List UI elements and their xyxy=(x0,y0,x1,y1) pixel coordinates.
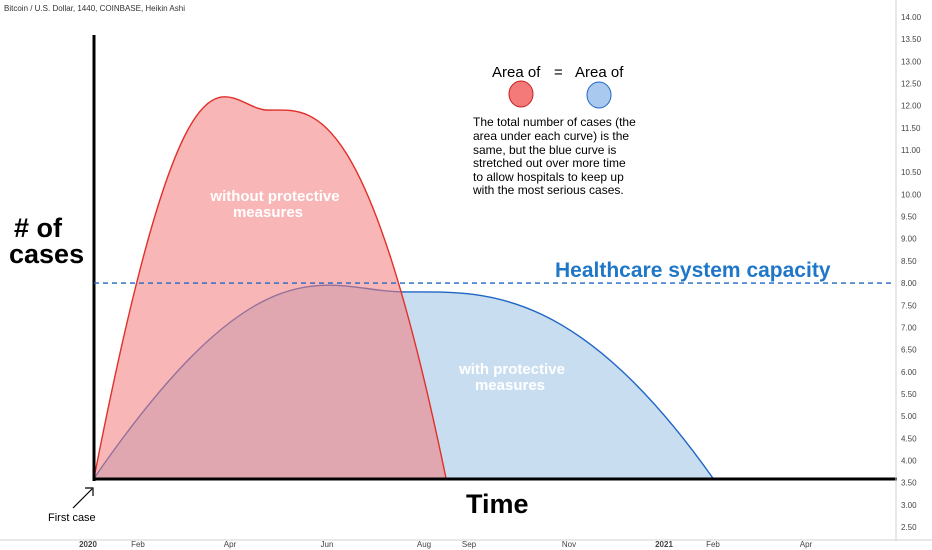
area-of-right: Area of xyxy=(575,64,624,81)
symbol-header: Bitcoin / U.S. Dollar, 1440, COINBASE, H… xyxy=(4,4,185,13)
price-tick-label: 7.50 xyxy=(901,301,917,310)
time-tick-label: 2020 xyxy=(79,540,97,549)
y-axis-title-line2: cases xyxy=(9,239,84,269)
time-axis: 2020 Feb Apr Jun Aug Sep Nov 2021 Feb Apr xyxy=(79,540,812,549)
annotation-line: stretched out over more time xyxy=(473,156,626,170)
price-tick-label: 9.00 xyxy=(901,235,917,244)
x-axis-title: Time xyxy=(466,489,529,519)
price-tick-label: 4.00 xyxy=(901,456,917,465)
time-tick-label: Apr xyxy=(800,540,813,549)
without-measures-curve-area xyxy=(94,96,446,479)
blue-area-dot xyxy=(586,81,612,109)
red-area-dot xyxy=(508,80,534,108)
price-tick-label: 5.50 xyxy=(901,390,917,399)
annotation-line: to allow hospitals to keep up xyxy=(473,170,624,184)
y-axis-title-line1: # of xyxy=(14,213,63,243)
time-tick-label: Jun xyxy=(321,540,334,549)
price-tick-label: 13.50 xyxy=(901,35,922,44)
time-tick-label: Nov xyxy=(562,540,576,549)
time-tick-label: Feb xyxy=(131,540,145,549)
price-tick-label: 11.00 xyxy=(901,146,921,155)
price-tick-label: 8.50 xyxy=(901,257,917,266)
price-tick-label: 3.50 xyxy=(901,479,917,488)
blue-curve-label-line1: with protective xyxy=(458,361,565,378)
price-tick-label: 6.50 xyxy=(901,346,917,355)
red-curve-label-line2: measures xyxy=(233,204,303,221)
time-tick-label: Sep xyxy=(462,540,477,549)
price-tick-label: 14.00 xyxy=(901,13,922,22)
annotation-line: The total number of cases (the xyxy=(473,115,636,129)
red-curve-label-line1: without protective xyxy=(209,188,339,205)
price-tick-label: 2.50 xyxy=(901,523,917,532)
first-case-label: First case xyxy=(48,512,96,524)
price-tick-label: 12.50 xyxy=(901,80,922,89)
time-tick-label: 2021 xyxy=(655,540,673,549)
price-tick-label: 6.00 xyxy=(901,368,917,377)
time-tick-label: Aug xyxy=(417,540,431,549)
without-measures-curve-line xyxy=(93,96,447,479)
price-tick-label: 11.50 xyxy=(901,124,921,133)
annotation-paragraph: The total number of cases (the area unde… xyxy=(472,115,636,197)
time-tick-label: Feb xyxy=(706,540,720,549)
price-tick-label: 5.00 xyxy=(901,412,917,421)
price-tick-label: 10.00 xyxy=(901,190,922,199)
price-tick-label: 3.00 xyxy=(901,501,917,510)
blue-curve-label-line2: measures xyxy=(475,377,545,394)
price-axis: 14.00 13.50 13.00 12.50 12.00 11.50 11.00 10.50… xyxy=(901,13,922,532)
price-tick-label: 10.50 xyxy=(901,168,922,177)
equals-sign: = xyxy=(554,64,563,81)
price-tick-label: 9.50 xyxy=(901,213,917,222)
time-tick-label: Apr xyxy=(224,540,237,549)
price-tick-label: 13.00 xyxy=(901,57,922,66)
curves-layer xyxy=(93,96,714,479)
price-tick-label: 7.00 xyxy=(901,323,917,332)
price-tick-label: 4.50 xyxy=(901,434,917,443)
price-tick-label: 8.00 xyxy=(901,279,917,288)
first-case-arrow xyxy=(72,488,93,509)
annotation-line: area under each curve) is the xyxy=(473,129,629,143)
price-tick-label: 12.00 xyxy=(901,102,922,111)
area-of-left: Area of xyxy=(492,64,541,81)
first-case-arrowhead xyxy=(85,487,94,496)
annotation-line: same, but the blue curve is xyxy=(473,143,616,157)
capacity-label: Healthcare system capacity xyxy=(555,259,831,282)
annotation-line: with the most serious cases. xyxy=(472,183,624,197)
